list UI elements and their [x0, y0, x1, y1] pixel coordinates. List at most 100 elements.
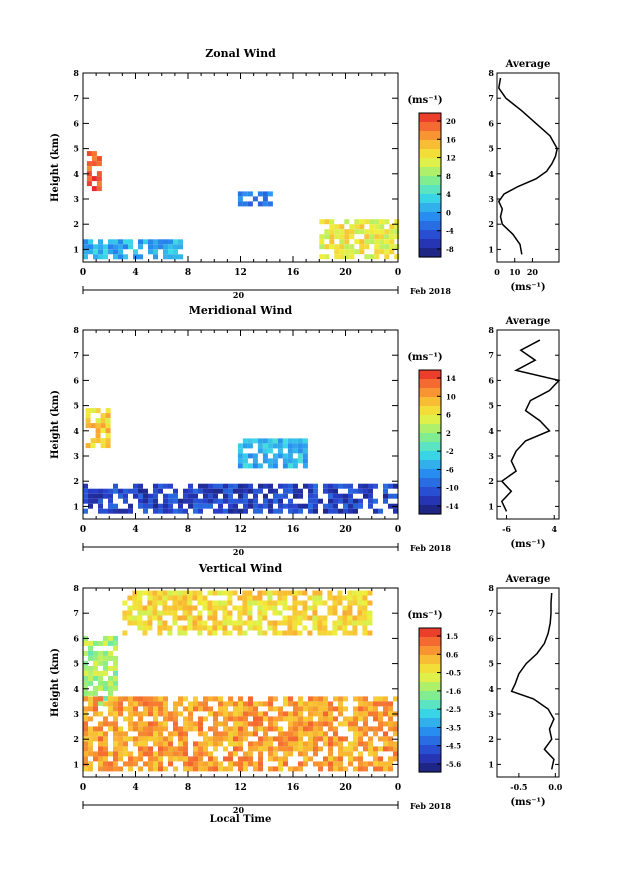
heatmap-cell: [98, 650, 103, 656]
heatmap-cell: [394, 234, 400, 240]
heatmap-cell: [263, 498, 268, 504]
heatmap-cell: [223, 736, 228, 742]
colorbar: 1.50.6-0.5-1.6-2.5-3.5-4.5-5.6: [418, 627, 461, 773]
heatmap-cell: [367, 600, 373, 606]
heatmap-cell: [364, 244, 370, 250]
heatmap-cell: [278, 726, 283, 732]
heatmap-cell: [98, 731, 103, 737]
heatmap-cell: [333, 508, 338, 514]
heatmap-cell: [138, 254, 143, 260]
heatmap-cell: [258, 726, 263, 732]
heatmap-cell: [188, 716, 193, 722]
colorbar-tick-label: -4.5: [446, 742, 461, 751]
heatmap-cell: [188, 483, 193, 489]
heatmap-cell: [307, 630, 313, 636]
heatmap-cell: [282, 620, 288, 626]
heatmap-cell: [108, 650, 113, 656]
heatmap-cell: [108, 766, 113, 772]
heatmap-cell: [103, 635, 108, 641]
y-tick-label: 2: [73, 734, 79, 744]
heatmap-cell: [217, 620, 223, 626]
heatmap-cell: [108, 655, 113, 661]
heatmap-cell: [313, 726, 318, 732]
heatmap-cell: [88, 741, 93, 747]
heatmap-cell: [273, 746, 278, 752]
heatmap-cell: [347, 610, 353, 616]
heatmap-cell: [347, 620, 353, 626]
heatmap-cell: [83, 483, 88, 489]
heatmap-cell: [383, 736, 388, 742]
heatmap-cell: [203, 503, 208, 509]
heatmap-cell: [359, 249, 365, 255]
heatmap-cell: [183, 751, 188, 757]
heatmap-cell: [253, 731, 258, 737]
heatmap-cell: [384, 249, 390, 255]
heatmap-cell: [389, 244, 395, 250]
heatmap-cell: [243, 483, 248, 489]
heatmap-cell: [298, 706, 303, 712]
heatmap-cell: [257, 595, 263, 601]
heatmap-cell: [267, 590, 273, 596]
heatmap-cell: [373, 498, 378, 504]
heatmap-cell: [133, 711, 138, 717]
heatmap-cell: [143, 726, 148, 732]
heatmap-cell: [88, 665, 93, 671]
heatmap-cell: [363, 493, 368, 499]
heatmap-cell: [223, 731, 228, 737]
heatmap-cell: [362, 620, 368, 626]
heatmap-cell: [142, 605, 148, 611]
heatmap-cell: [158, 761, 163, 767]
heatmap-cell: [192, 595, 198, 601]
heatmap-cell: [153, 701, 158, 707]
heatmap-cell: [322, 625, 328, 631]
heatmap-cell: [293, 721, 298, 727]
heatmap-cell: [277, 610, 283, 616]
heatmap-cell: [332, 610, 338, 616]
heatmap-cell: [383, 766, 388, 772]
heatmap-cell: [182, 605, 188, 611]
heatmap-cell: [148, 766, 153, 772]
heatmap-cell: [313, 736, 318, 742]
heatmap-cell: [118, 706, 123, 712]
heatmap-cell: [137, 625, 143, 631]
heatmap-cell: [328, 503, 333, 509]
heatmap-cell: [353, 756, 358, 762]
x-tick-label: 16: [287, 268, 300, 278]
colorbar-swatch: [419, 673, 441, 683]
heatmap-cell: [287, 630, 293, 636]
heatmap-cell: [172, 590, 178, 596]
heatmap-cell: [93, 660, 98, 666]
average-title: Average: [505, 59, 551, 70]
heatmap-cell: [343, 503, 348, 509]
heatmap-cell: [158, 508, 163, 514]
heatmap-cell: [339, 234, 345, 240]
heatmap-cell: [173, 766, 178, 772]
heatmap-cell: [344, 239, 350, 245]
x-tick-label: 8: [185, 525, 191, 535]
heatmap-cell: [198, 726, 203, 732]
heatmap-cell: [157, 595, 163, 601]
heatmap-cell: [383, 493, 388, 499]
heatmap-cell: [318, 766, 323, 772]
heatmap-cell: [188, 706, 193, 712]
heatmap-cell: [344, 244, 350, 250]
heatmap-cell: [319, 219, 325, 225]
heatmap-cell: [238, 716, 243, 722]
heatmap-cell: [128, 766, 133, 772]
heatmap-cell: [243, 493, 248, 499]
heatmap-cell: [238, 488, 243, 494]
heatmap-cell: [98, 680, 103, 686]
heatmap-cell: [202, 625, 208, 631]
average-y-tick-label: 2: [488, 219, 494, 229]
heatmap-cell: [93, 726, 98, 732]
heatmap-cell: [298, 741, 303, 747]
heatmap-cell: [388, 493, 393, 499]
heatmap-cell: [83, 244, 88, 250]
heatmap-cell: [329, 234, 335, 240]
heatmap-cell: [353, 721, 358, 727]
heatmap-cell: [118, 493, 123, 499]
heatmap-cell: [213, 746, 218, 752]
heatmap-cell: [303, 726, 308, 732]
heatmap-cell: [173, 716, 178, 722]
